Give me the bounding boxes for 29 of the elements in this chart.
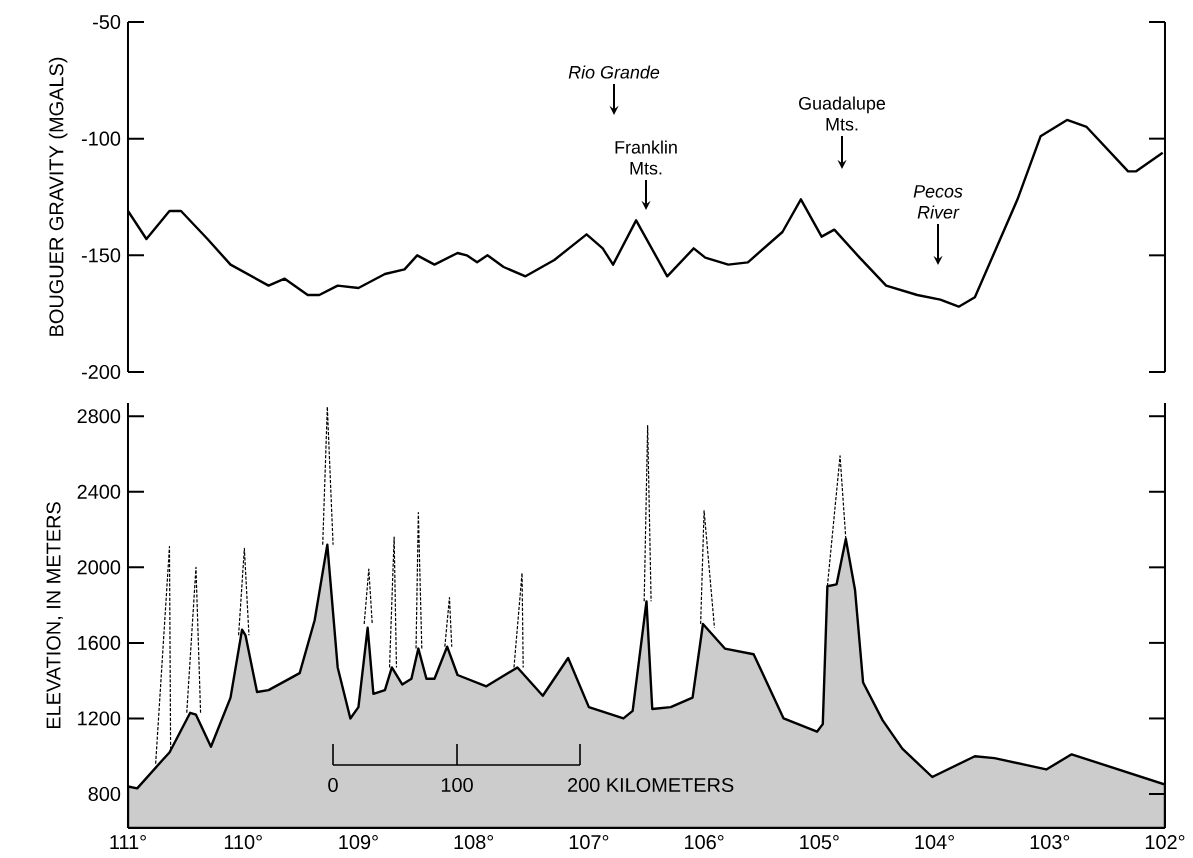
- y-tick-label: 2000: [77, 560, 121, 575]
- annotation: Guadalupe Mts.: [799, 96, 886, 131]
- x-tick-label: 104°: [915, 835, 954, 850]
- y-tick-label: 2800: [77, 409, 121, 424]
- annotation: Rio Grande: [568, 65, 660, 79]
- y-tick-label: -150: [81, 248, 121, 263]
- y-axis-title: BOUGUER GRAVITY (MGALS): [48, 57, 68, 336]
- y-tick-label: 800: [88, 786, 121, 802]
- x-tick-label: 102°: [1145, 835, 1185, 850]
- x-tick-label: 105°: [800, 835, 839, 850]
- annotation: Pecos River: [913, 185, 963, 219]
- annotation: 0: [328, 777, 338, 793]
- y-tick-label: -200: [81, 364, 121, 380]
- annotation: 200 KILOMETERS: [568, 777, 734, 793]
- x-tick-label: 103°: [1030, 835, 1070, 850]
- y-tick-label: 1600: [78, 635, 121, 650]
- y-tick-label: -50: [93, 14, 121, 30]
- x-tick-label: 107°: [569, 835, 609, 850]
- y-tick-label: 1200: [78, 711, 121, 726]
- x-tick-label: 106°: [685, 835, 724, 850]
- annotation: Franklin Mts.: [615, 140, 677, 175]
- y-axis-title: ELEVATION, IN METERS: [46, 502, 63, 729]
- x-tick-label: 108°: [454, 835, 494, 850]
- annotation: 100: [441, 777, 473, 793]
- y-tick-label: 2400: [77, 484, 121, 499]
- x-tick-label: 109°: [339, 835, 378, 850]
- y-tick-label: -100: [81, 131, 121, 146]
- x-tick-label: 110°: [224, 835, 262, 850]
- x-tick-label: 111°: [110, 835, 146, 849]
